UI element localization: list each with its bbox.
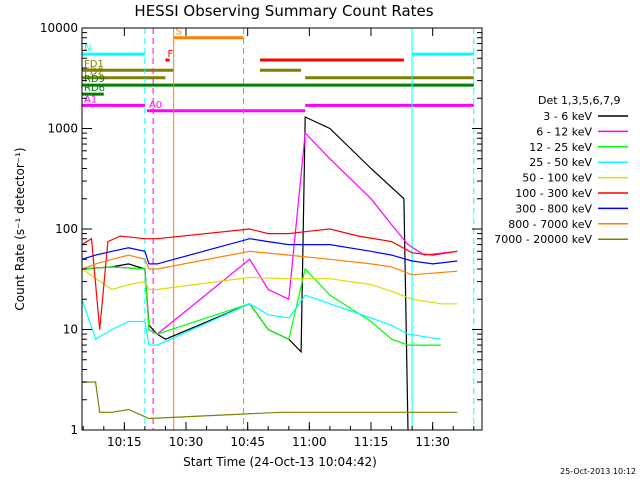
legend-label: 12 - 25 keV (529, 141, 592, 154)
event-lines-layer (144, 28, 475, 430)
legend-label: 3 - 6 keV (543, 110, 592, 123)
flag-label-fd2: FD2 (84, 67, 104, 78)
flag-label-rd6: RD6 (84, 83, 105, 94)
legend-title: Det 1,3,5,6,7,9 (538, 94, 621, 107)
legend-label: 300 - 800 keV (515, 202, 592, 215)
observing-flags-layer (82, 36, 474, 113)
legend-label: 100 - 300 keV (515, 187, 592, 200)
chart-title: HESSI Observing Summary Count Rates (134, 2, 433, 20)
x-axis: 10:15 10:30 10:45 11:00 11:15 11:30 (82, 28, 475, 449)
legend-label: 7000 - 20000 keV (494, 233, 592, 246)
flag-label-a0: A0 (149, 100, 162, 111)
x-axis-label: Start Time (24-Oct-13 10:04:42) (183, 455, 377, 469)
flag-label-fd1: FD1 (84, 59, 104, 70)
plot-frame (81, 27, 483, 431)
legend-label: 6 - 12 keV (536, 125, 592, 138)
y-axis: 1 10 100 1000 10000 (40, 21, 482, 437)
x-tick-label: 10:15 (107, 435, 142, 449)
legend-label: 25 - 50 keV (529, 156, 592, 169)
x-tick-label: 11:15 (354, 435, 389, 449)
series-layer (82, 116, 458, 430)
x-tick-label: 10:45 (230, 435, 265, 449)
y-tick-label: 100 (55, 222, 78, 236)
y-tick-label: 10 (63, 323, 78, 337)
series-line-6 (82, 228, 458, 330)
legend-label: 800 - 7000 keV (508, 218, 592, 231)
series-line-9 (82, 381, 458, 420)
series-line-4 (82, 294, 441, 346)
y-tick-label: 10000 (40, 21, 78, 35)
x-tick-label: 10:30 (169, 435, 204, 449)
series-line-8 (82, 250, 458, 276)
legend-label: 50 - 100 keV (522, 172, 592, 185)
flag-label-n: N (84, 43, 91, 54)
flag-label-s: S (176, 27, 182, 38)
x-tick-label: 11:00 (292, 435, 327, 449)
flag-label-a1: A1 (84, 94, 97, 105)
flag-label-rd9: RD9 (84, 74, 105, 85)
y-axis-label: Count Rate (s⁻¹ detector⁻¹) (13, 147, 27, 310)
y-tick-label: 1000 (47, 122, 78, 136)
series-line-3 (82, 266, 441, 346)
legend: Det 1,3,5,6,7,9 3 - 6 keV 6 - 12 keV 12 - … (494, 94, 628, 246)
y-tick-label: 1 (70, 423, 78, 437)
series-line-7 (82, 238, 458, 265)
series-line-1 (82, 116, 409, 430)
flag-label-f: F (167, 49, 173, 60)
x-tick-label: 11:30 (415, 435, 450, 449)
generated-timestamp: 25-Oct-2013 10:12 (560, 467, 636, 476)
series-line-5 (82, 268, 458, 305)
